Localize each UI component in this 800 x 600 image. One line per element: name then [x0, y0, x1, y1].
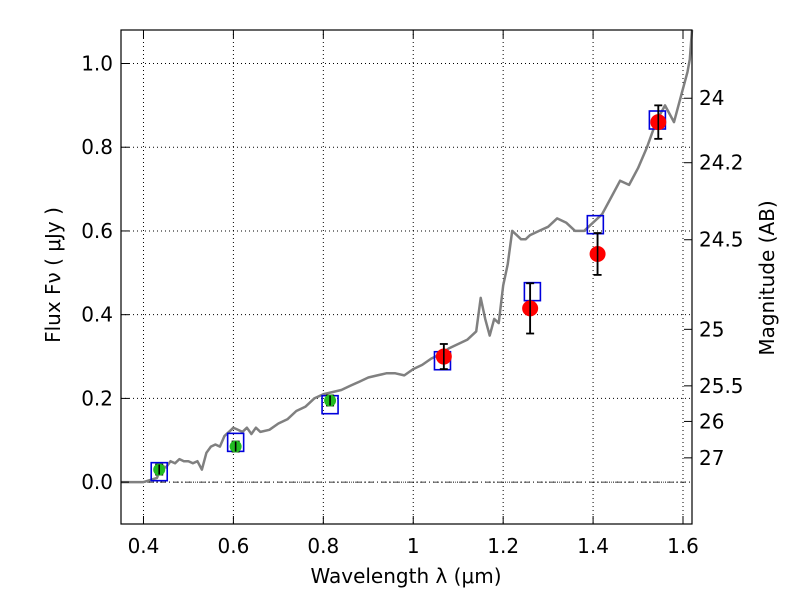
y-axis-label: Flux Fν ( μJy ): [41, 207, 65, 343]
x-tick-label: 0.4: [128, 534, 160, 558]
axes-frame: [120, 29, 693, 525]
y-tick-label: 1.0: [81, 51, 113, 75]
y-tick-label: 0.6: [81, 219, 113, 243]
right-tick-label: 26: [699, 409, 724, 433]
ticks-layer: 0.4 0.6 0.8 1 1.2 1.4 1.6 0.0 0.2 0.4 0.6 0.8 1.0 24 2…: [81, 30, 744, 558]
x-tick-label: 1.6: [667, 534, 699, 558]
right-tick-label: 25: [699, 317, 724, 341]
y-tick-label: 0.2: [81, 386, 113, 410]
spectrum-layer: [121, 29, 694, 484]
x-tick-label: 1.4: [577, 534, 609, 558]
right-tick-label: 24: [699, 86, 724, 110]
x-tick-label: 0.8: [307, 534, 339, 558]
grid-lines: [121, 30, 692, 524]
model-square: [523, 281, 542, 302]
x-axis-label: Wavelength λ (μm): [310, 564, 501, 588]
y-tick-label: 0.8: [81, 135, 113, 159]
plot-frame: [120, 29, 693, 525]
x-tick-label: 1.2: [487, 534, 519, 558]
right-axis-label: Magnitude (AB): [755, 200, 779, 355]
right-tick-label: 24.5: [699, 228, 744, 252]
x-tick-label: 0.6: [217, 534, 249, 558]
points-layer: [150, 104, 667, 482]
right-tick-label: 27: [699, 446, 724, 470]
y-tick-label: 0.4: [81, 303, 113, 327]
right-tick-label: 24.2: [699, 151, 744, 175]
model-square: [150, 461, 169, 482]
right-tick-label: 25.5: [699, 374, 744, 398]
x-tick-label: 1: [407, 534, 420, 558]
y-tick-label: 0.0: [81, 470, 113, 494]
spectrum-line: [121, 29, 694, 484]
